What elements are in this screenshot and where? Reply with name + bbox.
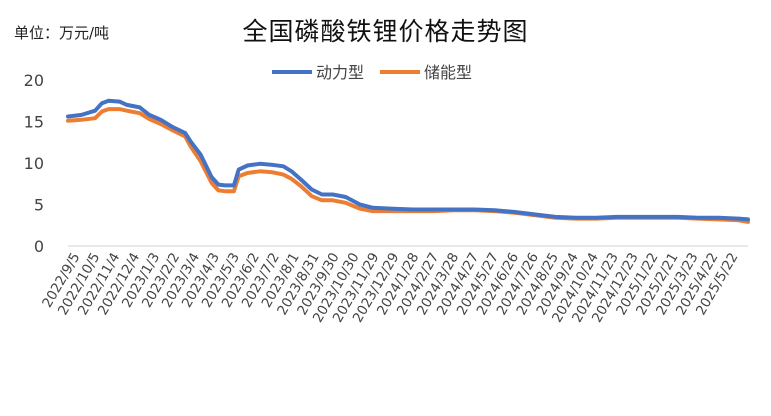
y-tick-label: 0 [34,237,44,256]
y-tick-label: 20 [24,71,44,90]
legend: 动力型 储能型 [272,63,472,82]
series-layer [66,98,750,224]
legend-label-1: 储能型 [424,63,472,82]
y-axis: 0 5 10 15 20 [24,71,44,256]
y-tick-label: 5 [34,196,44,215]
legend-label-0: 动力型 [316,63,364,82]
y-tick-label: 15 [24,113,44,132]
x-axis: 2022/9/52022/10/52022/11/42022/12/42023/… [39,245,748,325]
chart-title: 全国磷酸铁锂价格走势图 [242,17,529,46]
series-line-0 [66,98,750,222]
unit-label: 单位：万元/吨 [14,24,110,42]
y-tick-label: 10 [24,154,44,173]
